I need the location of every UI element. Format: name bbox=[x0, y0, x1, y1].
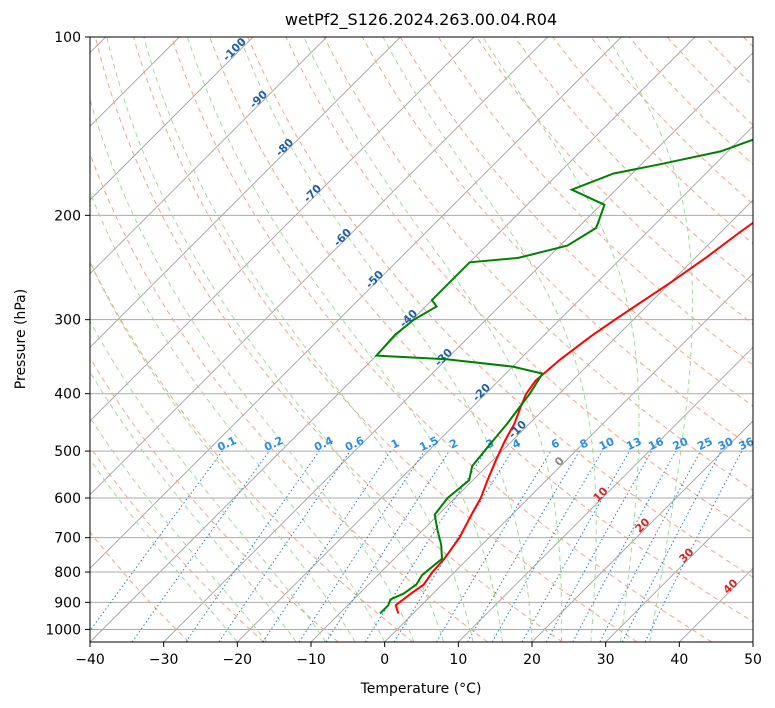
mixing-ratio-line bbox=[131, 450, 270, 642]
x-tick-label: 40 bbox=[670, 652, 688, 668]
mixing-ratio-line bbox=[325, 450, 450, 642]
chart-title: wetPf2_S126.2024.263.00.04.R04 bbox=[285, 10, 557, 30]
moist-adiabat-line bbox=[303, 37, 563, 642]
moist-adiabat-line bbox=[606, 37, 694, 642]
isotherm-line bbox=[163, 51, 753, 642]
isotherm-line bbox=[90, 37, 549, 496]
mixing-ratio-line bbox=[393, 450, 513, 642]
y-tick-label: 400 bbox=[54, 387, 81, 403]
x-tick-label: 20 bbox=[523, 652, 541, 668]
isotherm-line bbox=[384, 272, 753, 642]
y-tick-label: 700 bbox=[54, 531, 81, 547]
x-axis: −40 −30 −20 −10 0 10 20 30 40 50 bbox=[75, 642, 762, 668]
dry-adiabat-line bbox=[361, 37, 753, 449]
moist-adiabat-line bbox=[187, 37, 503, 642]
isotherm-line bbox=[236, 125, 753, 642]
x-tick-label: 0 bbox=[380, 652, 389, 668]
x-tick-label: −20 bbox=[223, 652, 253, 668]
mixing-ratio-label: 36 bbox=[737, 435, 757, 453]
y-axis: 100 200 300 400 500 600 700 800 900 1000 bbox=[45, 30, 90, 638]
y-tick-label: 900 bbox=[54, 595, 81, 611]
x-tick-label: 30 bbox=[597, 652, 615, 668]
x-tick-label: 10 bbox=[449, 652, 467, 668]
dry-adiabat-line bbox=[171, 37, 712, 642]
dry-adiabat-line bbox=[90, 260, 414, 642]
dry-adiabat-line bbox=[94, 37, 563, 642]
moist-adiabat-line bbox=[90, 458, 238, 642]
moist-adiabat-line bbox=[143, 37, 474, 642]
dry-adiabat-line bbox=[90, 356, 339, 642]
mixing-ratio-line bbox=[218, 450, 351, 642]
x-tick-label: −30 bbox=[149, 652, 179, 668]
temperature-profile-line bbox=[394, 221, 753, 614]
isotherm-line bbox=[90, 37, 696, 642]
isotherm-line bbox=[605, 493, 753, 642]
isotherm-line bbox=[531, 420, 753, 642]
isotherm-line bbox=[457, 346, 753, 642]
dewpoint-profile-line bbox=[374, 138, 753, 615]
dry-adiabat-line bbox=[514, 37, 753, 285]
mixing-ratio-line bbox=[298, 450, 425, 642]
y-tick-label: 600 bbox=[54, 491, 81, 507]
dry-adiabat-line bbox=[90, 446, 264, 642]
mixing-ratio-label: 16 bbox=[646, 435, 666, 453]
y-tick-label: 300 bbox=[54, 313, 81, 329]
x-tick-label: −40 bbox=[75, 652, 105, 668]
moist-adiabat-line bbox=[482, 37, 640, 642]
y-tick-label: 200 bbox=[54, 208, 81, 224]
x-axis-label: Temperature (°C) bbox=[360, 681, 482, 697]
mixing-ratio-label: 20 bbox=[671, 435, 691, 453]
x-tick-label: 50 bbox=[744, 652, 762, 668]
y-tick-label: 500 bbox=[54, 444, 81, 460]
mixing-ratio-line bbox=[572, 450, 677, 642]
mixing-ratio-line bbox=[644, 450, 743, 642]
moist-adiabat-line bbox=[90, 416, 268, 642]
mixing-ratio-line bbox=[262, 450, 392, 642]
y-tick-label: 1000 bbox=[45, 622, 81, 638]
dry-adiabat-line bbox=[247, 37, 753, 578]
dry-adiabat-line bbox=[90, 152, 488, 642]
moist-adiabat-line bbox=[106, 37, 445, 642]
isotherm-line bbox=[90, 37, 328, 275]
mixing-ratio-line bbox=[185, 450, 320, 642]
isotherm-line bbox=[90, 37, 475, 422]
mixing-ratio-label: 13 bbox=[624, 435, 643, 453]
y-tick-label: 100 bbox=[54, 30, 81, 46]
y-axis-label: Pressure (hPa) bbox=[13, 289, 29, 389]
isotherm-line bbox=[90, 37, 622, 570]
mixing-ratio-label: 25 bbox=[695, 435, 714, 453]
x-tick-label: −10 bbox=[296, 652, 326, 668]
moist-adiabat-line bbox=[90, 190, 386, 642]
dry-adiabat-line bbox=[132, 37, 638, 642]
dry-adiabat-line bbox=[90, 531, 190, 642]
isotherm-line bbox=[90, 37, 254, 201]
isotherm-line bbox=[90, 37, 401, 349]
dry-adiabat-line bbox=[209, 37, 753, 623]
moist-adiabat-line bbox=[90, 370, 297, 642]
mixing-ratio-label: 10 bbox=[597, 435, 617, 453]
mixing-ratio-line bbox=[545, 450, 653, 642]
dry-adiabat-line bbox=[399, 37, 753, 407]
moist-adiabat-line bbox=[382, 37, 597, 642]
mixing-ratio-label: 30 bbox=[716, 435, 736, 453]
mixing-ratio-line bbox=[521, 450, 630, 642]
mixing-ratio-line bbox=[90, 450, 223, 632]
plot-frame bbox=[89, 36, 754, 643]
y-tick-label: 800 bbox=[54, 565, 81, 581]
moist-adiabat-line bbox=[239, 37, 533, 642]
moist-adiabat-line bbox=[90, 261, 356, 642]
moist-adiabat-line bbox=[90, 97, 415, 642]
